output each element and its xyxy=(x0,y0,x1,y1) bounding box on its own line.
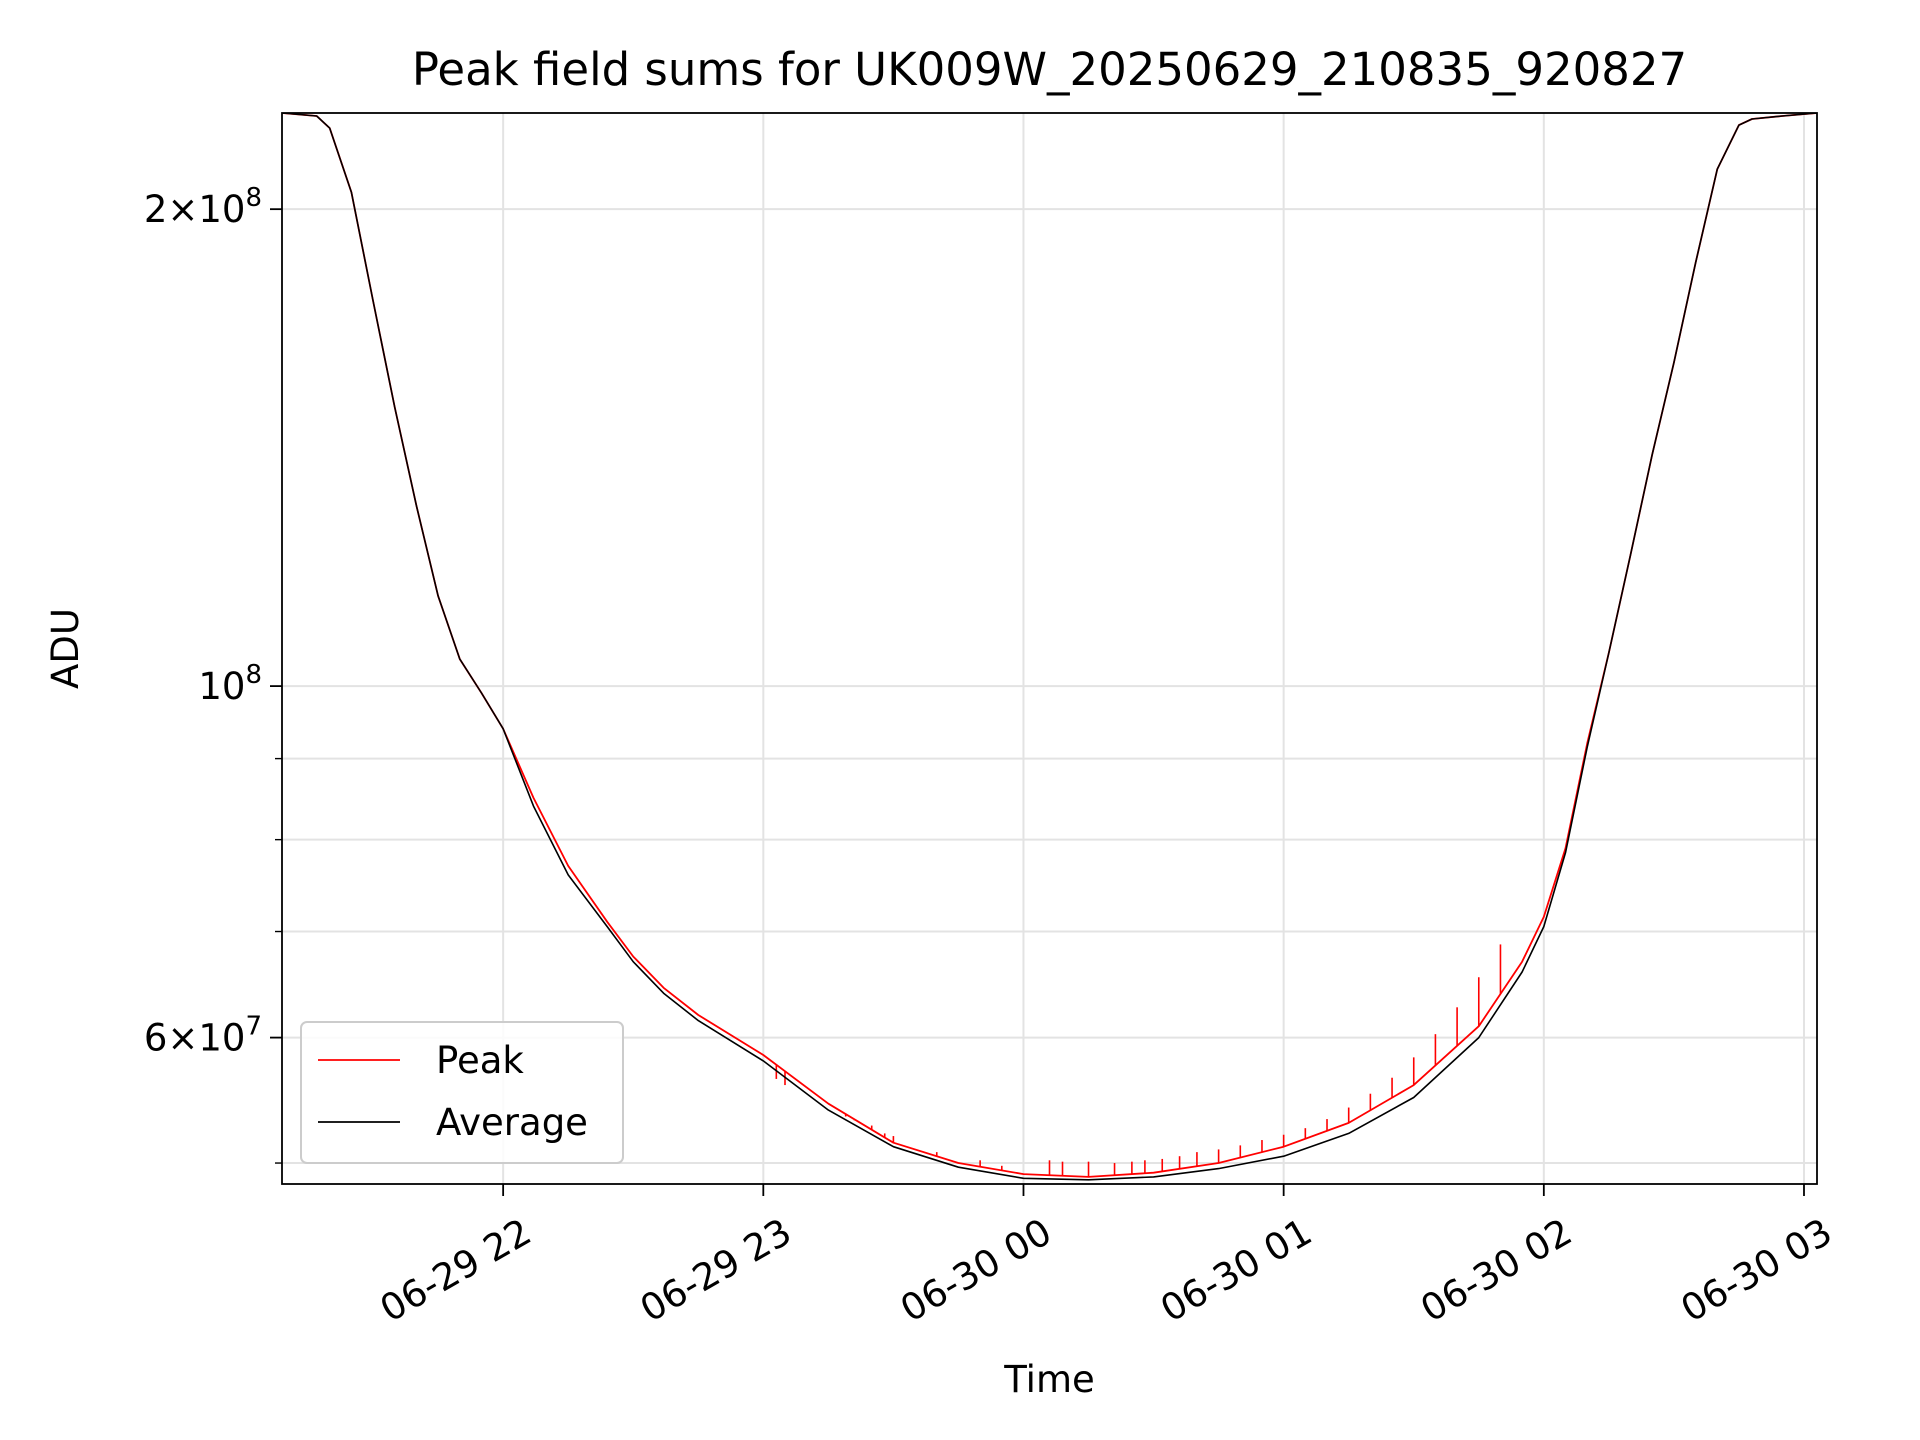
chart-title: Peak field sums for UK009W_20250629_2108… xyxy=(412,43,1687,96)
legend-label-peak: Peak xyxy=(436,1039,524,1082)
grid xyxy=(282,113,1817,1184)
y-tick-label: 108 xyxy=(198,660,262,708)
y-tick-label: 6×107 xyxy=(144,1012,262,1060)
y-axis-label: ADU xyxy=(44,608,87,689)
plot-frame xyxy=(281,112,1818,1185)
legend: Peak Average xyxy=(300,1021,624,1164)
series-line-average xyxy=(282,113,1817,1181)
legend-box xyxy=(300,1021,624,1164)
legend-label-average: Average xyxy=(436,1101,588,1144)
series-layer xyxy=(282,113,1817,1181)
x-axis-label: Time xyxy=(1003,1358,1095,1401)
y-tick-label: 2×108 xyxy=(144,183,262,231)
